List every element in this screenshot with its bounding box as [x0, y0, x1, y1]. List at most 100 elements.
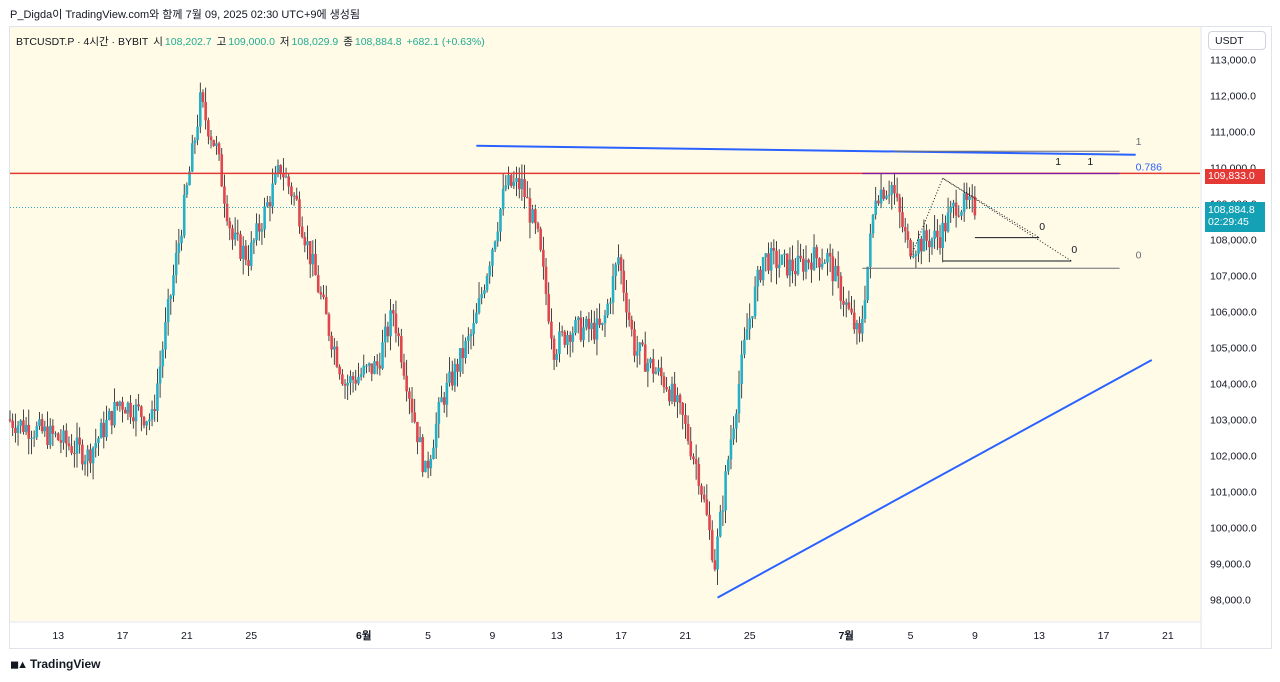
candle-body-55: [156, 383, 159, 411]
candle-body-66: [185, 185, 189, 195]
candle-body-122: [335, 346, 339, 367]
candle-body-144: [394, 313, 398, 334]
candle-body-317: [858, 323, 861, 334]
time-tick-7: 13: [551, 630, 563, 642]
candle-body-168: [458, 348, 462, 372]
candle-body-98: [271, 183, 274, 207]
candle-body-214: [582, 327, 585, 341]
candle-body-169: [461, 348, 465, 359]
candle-body-108: [298, 199, 301, 227]
candle-body-73: [204, 102, 207, 121]
time-tick-8: 17: [615, 630, 627, 642]
fib-label-1-a: 1: [1055, 156, 1061, 168]
candle-body-59: [166, 299, 170, 323]
tradingview-logo[interactable]: ◼▲ TradingView: [10, 657, 101, 671]
candle-body-302: [818, 258, 821, 268]
candle-body-5: [22, 420, 25, 433]
candle-body-233: [633, 329, 636, 356]
candle-body-286: [775, 250, 778, 269]
high-value: 109,000.0: [228, 36, 275, 48]
candle-body-146: [400, 336, 403, 363]
candle-body-352: [952, 202, 955, 207]
candle-body-290: [785, 253, 789, 276]
candle-body-227: [617, 257, 620, 265]
candle-body-164: [448, 371, 451, 383]
candle-body-224: [609, 302, 612, 304]
candle-body-310: [839, 276, 843, 301]
candle-body-351: [949, 206, 953, 213]
candle-body-120: [330, 335, 333, 350]
candle-body-347: [938, 237, 942, 249]
candle-body-119: [327, 314, 331, 336]
candle-body-281: [761, 257, 765, 281]
candle-body-3: [16, 425, 20, 434]
candle-body-70: [196, 126, 199, 141]
candle-body-69: [193, 140, 197, 144]
candle-body-244: [662, 376, 666, 388]
candle-body-294: [796, 255, 800, 275]
candle-body-165: [450, 371, 454, 386]
candle-body-231: [627, 312, 631, 320]
candle-body-354: [957, 215, 961, 217]
price-tick-9: 104,000.0: [1210, 378, 1257, 390]
candle-body-175: [477, 298, 481, 313]
candle-body-50: [142, 416, 146, 426]
candle-body-257: [697, 464, 701, 486]
candle-body-85: [236, 232, 240, 235]
symbol-label[interactable]: BTCUSDT.P · 4시간 · BYBIT: [16, 36, 149, 48]
candle-body-6: [24, 424, 28, 433]
candle-body-12: [40, 419, 44, 432]
price-tick-13: 100,000.0: [1210, 522, 1257, 534]
candle-body-130: [357, 376, 360, 384]
candle-body-10: [35, 426, 39, 438]
candle-body-350: [946, 212, 950, 232]
trendline-1: [717, 359, 1153, 599]
candle-body-229: [622, 270, 626, 293]
candle-body-345: [933, 230, 936, 239]
candle-body-311: [842, 300, 845, 305]
candle-body-84: [233, 232, 237, 240]
candle-body-54: [153, 409, 157, 411]
time-tick-5: 5: [425, 630, 431, 642]
candle-body-238: [646, 363, 650, 372]
candle-body-232: [630, 319, 634, 330]
candle-body-276: [748, 318, 752, 330]
candle-body-112: [308, 241, 312, 265]
time-tick-13: 9: [972, 630, 978, 642]
candle-body-42: [121, 401, 124, 410]
currency-selector[interactable]: USDT: [1208, 31, 1266, 50]
candle-body-79: [220, 154, 224, 187]
candle-body-288: [780, 254, 784, 265]
candle-body-267: [724, 471, 727, 511]
low-value: 108,029.9: [291, 36, 339, 48]
candle-body-15: [48, 425, 52, 445]
candle-body-209: [568, 334, 572, 342]
candle-body-260: [705, 499, 709, 515]
candle-body-218: [592, 322, 596, 340]
candle-body-22: [67, 443, 71, 447]
candle-body-140: [383, 326, 387, 343]
candle-body-336: [909, 239, 912, 257]
candle-body-235: [638, 342, 642, 352]
candle-body-333: [901, 212, 904, 227]
candle-body-349: [944, 222, 947, 232]
candle-body-298: [807, 259, 810, 263]
candle-body-80: [223, 186, 226, 204]
candle-body-196: [534, 209, 537, 224]
bar-countdown: 02:29:45: [1208, 216, 1249, 228]
candle-body-162: [442, 397, 446, 405]
candle-body-20: [62, 430, 65, 443]
candle-body-102: [282, 173, 285, 178]
candle-body-133: [365, 365, 368, 367]
candle-body-23: [70, 446, 73, 454]
candle-body-211: [574, 319, 577, 334]
candle-body-182: [496, 231, 500, 242]
candle-body-36: [105, 419, 108, 438]
candle-body-68: [190, 143, 194, 172]
candle-body-176: [480, 294, 484, 299]
candle-body-139: [381, 342, 384, 369]
candle-body-275: [745, 329, 749, 340]
close-label: 종: [343, 36, 353, 48]
candle-body-328: [887, 194, 891, 196]
